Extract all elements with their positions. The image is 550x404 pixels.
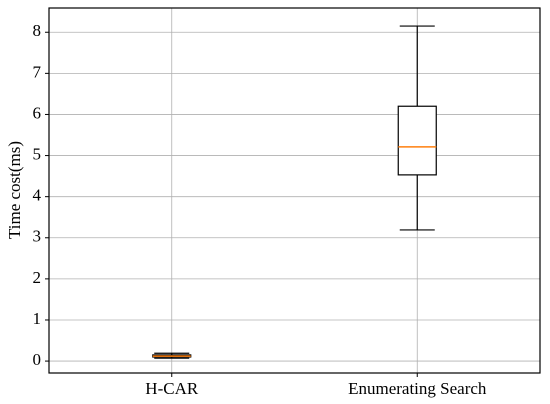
y-tick-label: 4 (33, 186, 42, 205)
plot-frame (48, 7, 541, 374)
y-tick-label: 8 (33, 21, 42, 40)
y-tick-label: 5 (33, 144, 42, 163)
x-tick-label: Enumerating Search (348, 379, 487, 398)
y-tick-label: 7 (33, 62, 42, 81)
y-tick-label: 2 (33, 268, 42, 287)
y-tick-label: 3 (33, 227, 42, 246)
y-tick-label: 1 (33, 309, 42, 328)
y-tick-label: 6 (33, 103, 42, 122)
x-tick-label: H-CAR (145, 379, 199, 398)
y-axis-label: Time cost(ms) (5, 141, 24, 239)
y-tick-label: 0 (33, 350, 42, 369)
box (397, 105, 437, 176)
